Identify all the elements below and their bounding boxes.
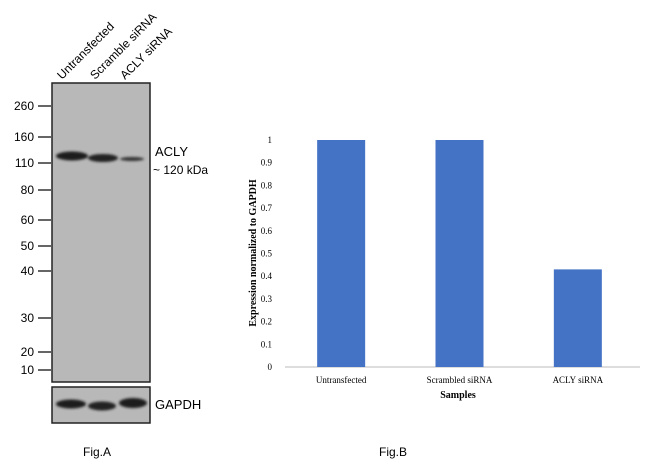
y-tick-label: 0 bbox=[268, 362, 273, 372]
y-tick-label: 0.6 bbox=[261, 226, 273, 236]
y-tick-label: 0.8 bbox=[261, 180, 273, 190]
band bbox=[119, 398, 147, 408]
y-tick-label: 0.2 bbox=[261, 317, 272, 327]
marker-label: 30 bbox=[21, 311, 35, 325]
bar bbox=[435, 140, 484, 367]
band-size: ~ 120 kDa bbox=[153, 163, 208, 177]
band bbox=[56, 399, 86, 409]
band bbox=[120, 157, 144, 161]
band bbox=[88, 401, 116, 411]
y-tick-label: 1 bbox=[268, 135, 273, 145]
marker-label: 60 bbox=[21, 213, 35, 227]
y-tick-label: 0.5 bbox=[261, 249, 273, 259]
x-tick-label: Scrambled siRNA bbox=[427, 375, 493, 385]
x-axis-title: Samples bbox=[440, 390, 476, 401]
caption: Fig.B bbox=[379, 445, 407, 459]
marker-label: 20 bbox=[21, 345, 35, 359]
y-tick-label: 0.4 bbox=[261, 271, 273, 281]
band-label: ACLY bbox=[155, 144, 188, 159]
y-tick-label: 0.7 bbox=[261, 203, 273, 213]
bar bbox=[317, 140, 366, 367]
loading-label: GAPDH bbox=[155, 397, 201, 412]
x-tick-label: Untransfected bbox=[316, 375, 367, 385]
band bbox=[88, 154, 118, 162]
marker-label: 80 bbox=[21, 183, 35, 197]
y-axis-title: Expression normalized to GAPDH bbox=[248, 179, 259, 327]
marker-label: 160 bbox=[14, 130, 34, 144]
caption: Fig.A bbox=[83, 445, 111, 459]
marker-label: 10 bbox=[21, 363, 35, 377]
bar bbox=[553, 269, 602, 367]
marker-label: 40 bbox=[21, 264, 35, 278]
marker-label: 110 bbox=[15, 156, 34, 170]
bands bbox=[56, 151, 147, 411]
y-tick-label: 0.3 bbox=[261, 294, 273, 304]
marker-label: 50 bbox=[21, 239, 35, 253]
band bbox=[56, 151, 88, 161]
blot-membrane bbox=[51, 82, 151, 383]
marker-label: 260 bbox=[14, 99, 34, 113]
y-tick-label: 0.9 bbox=[261, 158, 273, 168]
y-tick-label: 0.1 bbox=[261, 339, 272, 349]
x-tick-label: ACLY siRNA bbox=[553, 375, 604, 385]
